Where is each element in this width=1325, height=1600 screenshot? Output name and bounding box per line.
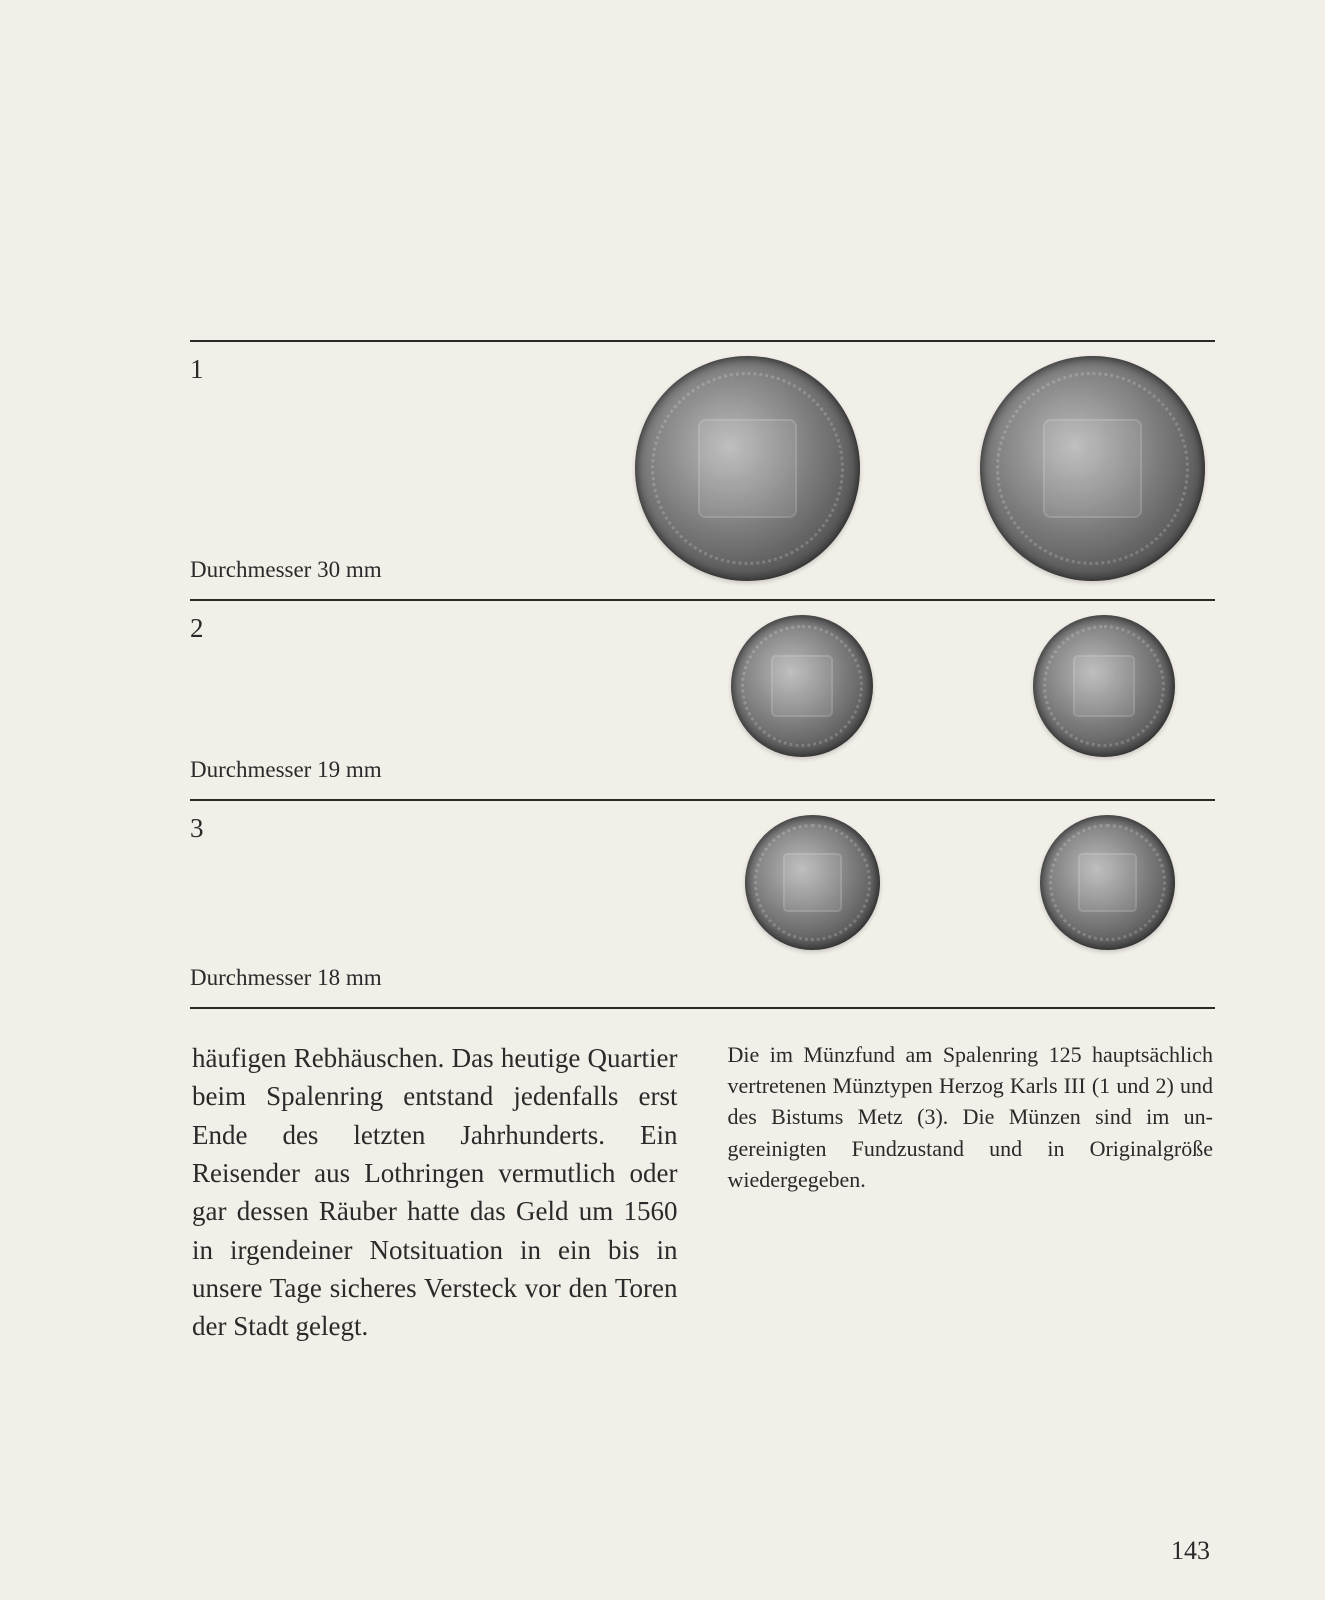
coin-row-2: 2 Durchmesser 19 mm [190, 599, 1215, 799]
coin-obverse [745, 815, 880, 950]
row-index: 2 [190, 613, 204, 644]
row-index: 1 [190, 354, 204, 385]
coin-reverse [980, 356, 1205, 581]
coin-reverse [1040, 815, 1175, 950]
diameter-caption: Durchmesser 18 mm [190, 965, 382, 991]
coin-obverse [731, 615, 873, 757]
coin-pair [190, 815, 1215, 950]
page-number: 143 [1171, 1536, 1210, 1566]
coin-row-1: 1 Durchmesser 30 mm [190, 340, 1215, 599]
body-text-columns: häufigen Rebhäuschen. Das heutige Quarti… [190, 1039, 1215, 1346]
coin-pair [190, 356, 1215, 581]
row-index: 3 [190, 813, 204, 844]
diameter-caption: Durchmesser 19 mm [190, 757, 382, 783]
coin-row-3: 3 Durchmesser 18 mm [190, 799, 1215, 1009]
diameter-caption: Durchmesser 30 mm [190, 557, 382, 583]
coin-obverse [635, 356, 860, 581]
body-paragraph-left: häufigen Rebhäuschen. Das heutige Quarti… [192, 1039, 678, 1346]
figure-caption-paragraph: Die im Münzfund am Spalenring 125 haupts… [728, 1039, 1214, 1346]
coin-pair [190, 615, 1215, 757]
coin-figure-block: 1 Durchmesser 30 mm 2 Durchmesser 19 mm … [190, 340, 1215, 1009]
coin-reverse [1033, 615, 1175, 757]
